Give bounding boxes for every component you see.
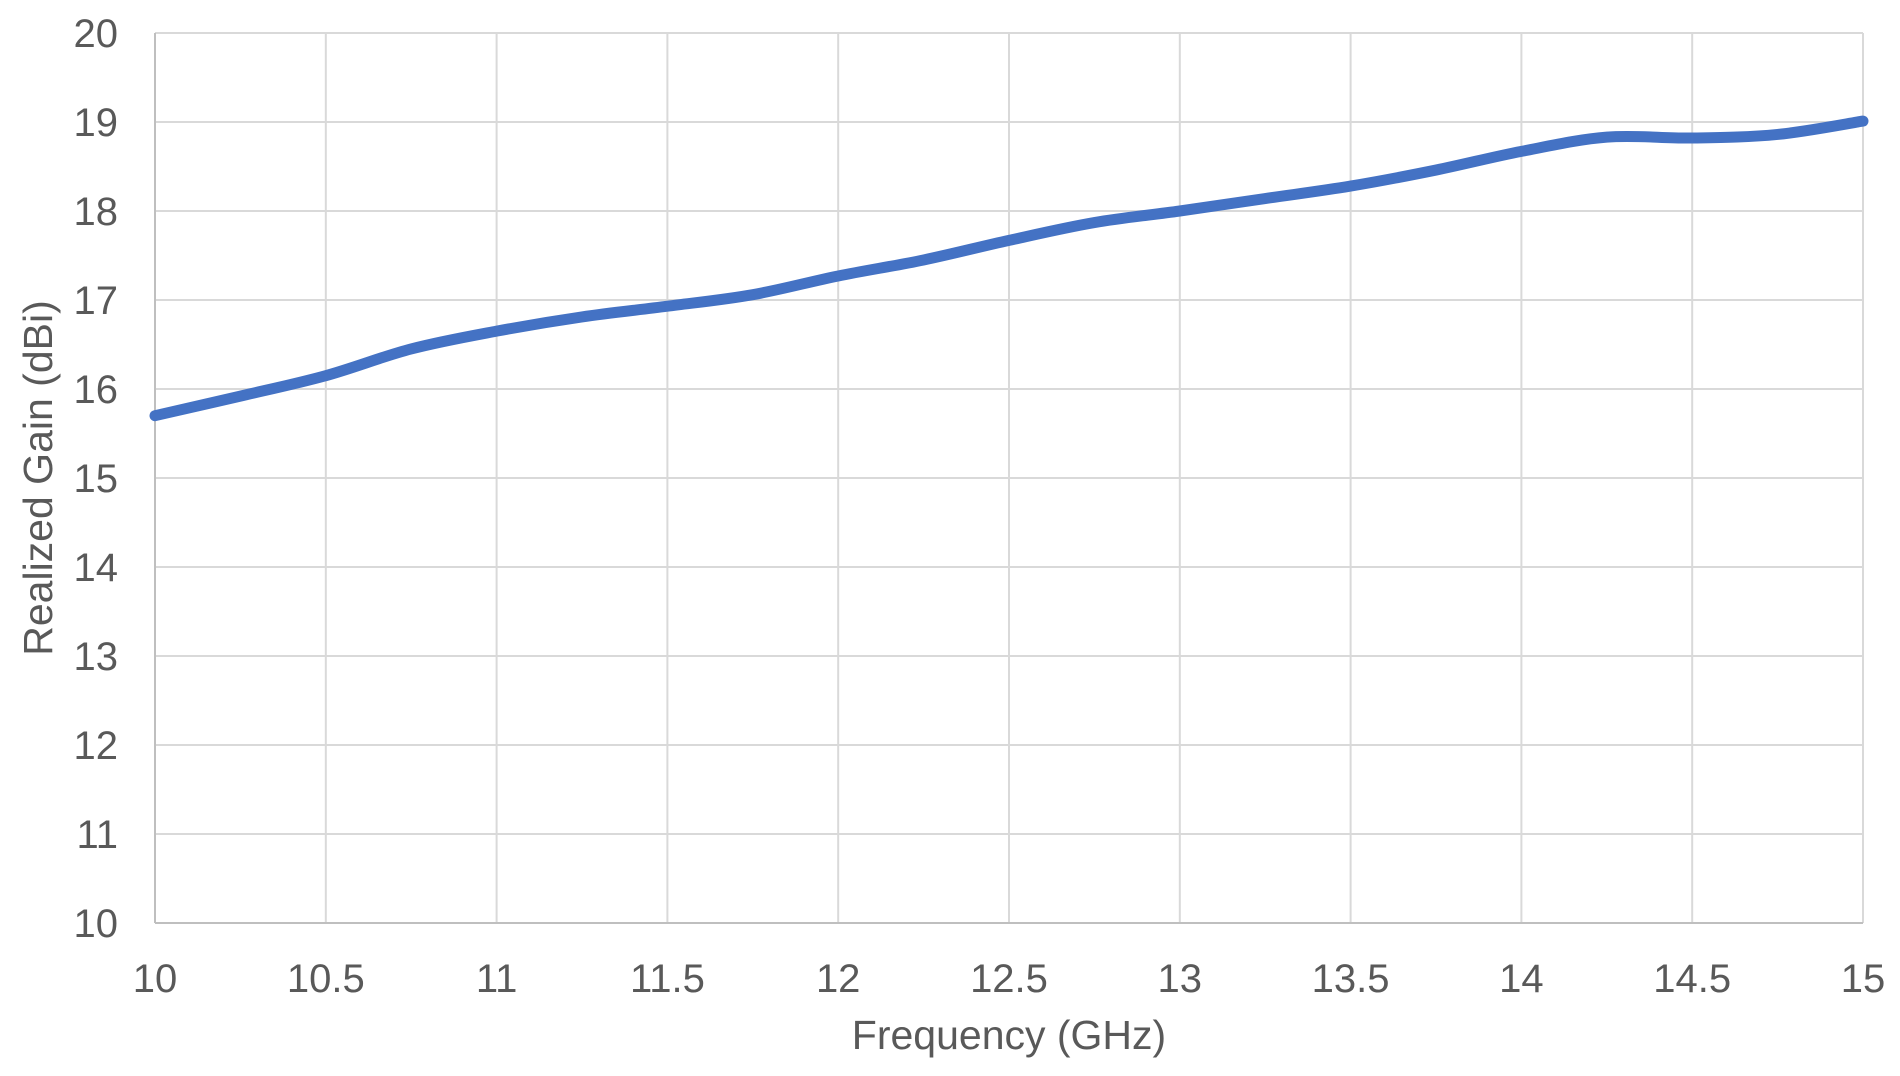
x-tick-label: 10.5 xyxy=(287,957,365,1001)
x-tick-label: 11 xyxy=(476,957,518,1001)
y-tick-label: 17 xyxy=(74,279,119,323)
y-tick-label: 15 xyxy=(74,457,119,501)
grid-layer xyxy=(154,32,1864,924)
y-tick-label: 16 xyxy=(74,368,119,412)
x-tick-label: 12.5 xyxy=(970,957,1048,1001)
y-tick-label: 11 xyxy=(76,813,118,857)
y-tick-label: 19 xyxy=(74,101,119,145)
x-tick-label: 11.5 xyxy=(630,957,705,1001)
y-tick-label: 14 xyxy=(74,546,119,590)
tick-layer: 10 10.5 11 11.5 12 12.5 13 13.5 14 14.5 15 10 11 12 13… xyxy=(74,12,1886,1001)
x-tick-label: 14 xyxy=(1499,957,1544,1001)
x-tick-label: 13 xyxy=(1158,957,1203,1001)
x-tick-label: 10 xyxy=(133,957,178,1001)
x-tick-label: 14.5 xyxy=(1653,957,1731,1001)
y-tick-label: 20 xyxy=(74,12,119,56)
series-layer xyxy=(149,115,1869,422)
y-tick-label: 18 xyxy=(74,190,119,234)
x-tick-label: 13.5 xyxy=(1312,957,1390,1001)
y-tick-label: 10 xyxy=(74,902,119,946)
x-axis-title: Frequency (GHz) xyxy=(852,1012,1166,1058)
realized-gain-series-line xyxy=(149,115,1869,422)
y-axis-title: Realized Gain (dBi) xyxy=(15,300,61,656)
x-tick-label: 15 xyxy=(1841,957,1886,1001)
x-tick-label: 12 xyxy=(816,957,861,1001)
y-tick-label: 13 xyxy=(74,635,119,679)
y-tick-label: 12 xyxy=(74,724,119,768)
